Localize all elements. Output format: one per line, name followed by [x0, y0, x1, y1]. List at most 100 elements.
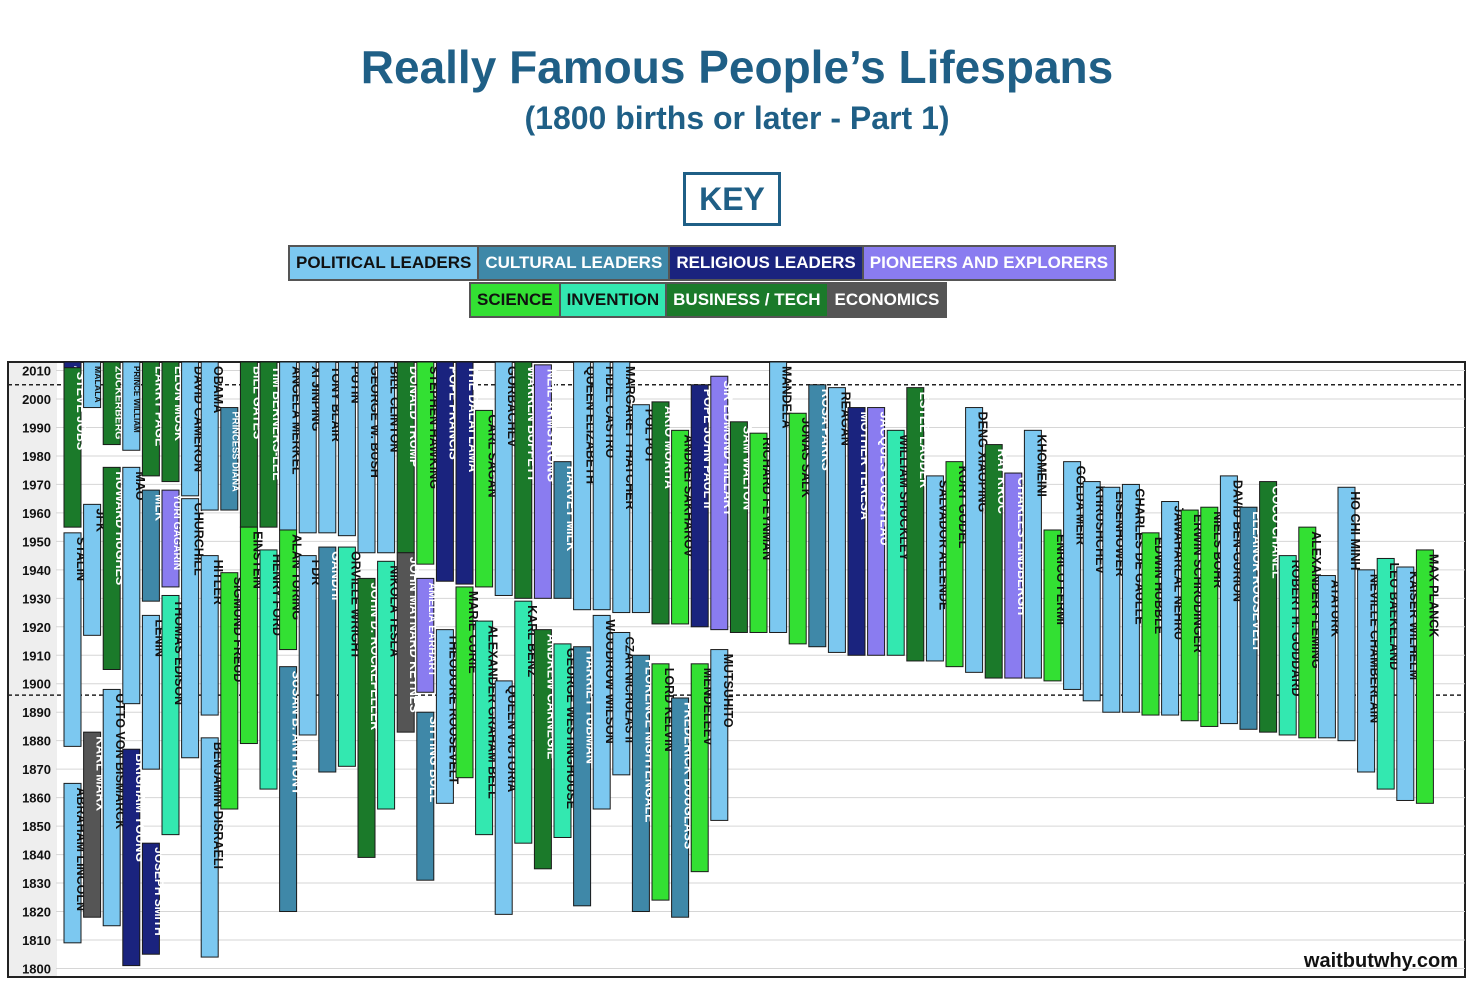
lifespan-bar: [1337, 486, 1356, 742]
lifespan-bar: [553, 643, 572, 838]
lifespan-bar: [259, 549, 278, 790]
lifespan-bar: [435, 629, 454, 804]
lifespan-bar: [1043, 529, 1062, 682]
y-tick-label: 1970: [22, 477, 51, 492]
lifespan-bar: [671, 697, 690, 918]
lifespan-bar: [631, 654, 650, 913]
lifespan-bar: [788, 412, 807, 645]
lifespan-bar: [279, 666, 298, 913]
lifespan-bar: [671, 429, 690, 625]
y-tick-label: 1940: [22, 563, 51, 578]
lifespan-bar: [690, 384, 709, 628]
lifespan-bar: [102, 466, 121, 670]
lifespan-bar: [1082, 481, 1101, 702]
lifespan-bar: [1004, 472, 1023, 679]
lifespan-bar: [690, 663, 709, 873]
lifespan-bar: [416, 711, 435, 881]
lifespan-bar: [1141, 532, 1160, 716]
lifespan-bar: [318, 546, 337, 773]
lifespan-bar: [827, 387, 846, 653]
lifespan-bar: [337, 546, 356, 767]
lifespan-bar: [416, 577, 435, 693]
lifespan-bar: [122, 361, 141, 451]
person-label: ESTEE LAUDER: [917, 392, 931, 489]
chart-title: Really Famous People’s Lifespans: [360, 41, 1114, 93]
y-tick-label: 1820: [22, 905, 51, 920]
lifespan-bar: [533, 629, 552, 870]
y-tick-label: 1920: [22, 620, 51, 635]
y-tick-label: 1850: [22, 819, 51, 834]
lifespan-bar: [141, 489, 160, 602]
y-tick-label: 1980: [22, 449, 51, 464]
legend-science: SCIENCE: [471, 284, 561, 316]
lifespan-bar: [1161, 501, 1180, 716]
lifespan-bar: [925, 475, 944, 662]
lifespan-bar: [475, 620, 494, 836]
lifespan-bar: [494, 361, 513, 596]
lifespan-bar: [357, 361, 376, 554]
lifespan-bar: [141, 614, 160, 770]
lifespan-bar: [1298, 526, 1317, 739]
lifespan-bar: [847, 407, 866, 656]
lifespan-bar: [494, 680, 513, 915]
lifespan-bar: [1063, 461, 1082, 690]
lifespan-bar: [259, 361, 278, 528]
lifespan-bar: [63, 532, 82, 747]
person-label: OBAMA: [211, 366, 225, 413]
lifespan-bar: [710, 649, 729, 821]
lifespan-bar: [181, 361, 200, 497]
lifespan-bar: [592, 614, 611, 810]
lifespan-bar: [1278, 555, 1297, 736]
lifespan-bar: [612, 361, 631, 614]
lifespan-bar: [377, 560, 396, 810]
lifespan-bar: [1239, 506, 1258, 730]
lifespan-bar: [533, 364, 552, 599]
lifespan-bar: [729, 421, 748, 633]
y-tick-label: 1800: [22, 961, 51, 976]
lifespan-bar: [83, 361, 102, 409]
legend-cultural: CULTURAL LEADERS: [479, 247, 671, 279]
y-tick-label: 1870: [22, 762, 51, 777]
lifespan-bar: [102, 361, 121, 446]
lifespan-bar: [377, 361, 396, 554]
person-label: MUTSUHITO: [721, 654, 735, 728]
legend-political: POLITICAL LEADERS: [290, 247, 480, 279]
lifespan-bar: [1415, 549, 1434, 804]
legend-row-bottom: SCIENCE INVENTION BUSINESS / TECH ECONOMICS: [469, 282, 948, 318]
lifespan-bar: [220, 572, 239, 810]
lifespan-bar: [592, 361, 611, 611]
lifespan-bar: [1357, 569, 1376, 773]
legend-religious: RELIGIOUS LEADERS: [670, 247, 864, 279]
lifespan-bar: [475, 409, 494, 588]
year-axis-band: [9, 363, 57, 976]
legend-economics: ECONOMICS: [828, 284, 946, 316]
lifespan-bar: [945, 461, 964, 668]
lifespan-bar: [1376, 557, 1395, 790]
person-label: ZUCKERBERG: [112, 366, 123, 439]
lifespan-bar: [984, 444, 1003, 679]
lifespan-bar: [200, 555, 219, 716]
source-credit: waitbutwhy.com: [1303, 950, 1458, 972]
person-label: BRIGHAM YOUNG: [133, 753, 147, 862]
person-label: KHOMEINI: [1034, 434, 1048, 497]
lifespan-bar: [749, 432, 768, 633]
lifespan-bar: [141, 842, 160, 955]
legend-business: BUSINESS / TECH: [667, 284, 829, 316]
person-label: MALALA: [93, 366, 103, 403]
lifespan-bar: [63, 367, 82, 528]
y-tick-label: 1830: [22, 876, 51, 891]
lifespan-bar: [396, 552, 415, 733]
chart-subtitle: (1800 births or later - Part 1): [524, 100, 950, 136]
lifespan-bar: [514, 600, 533, 844]
legend-pioneers: PIONEERS AND EXPLORERS: [863, 247, 1115, 279]
y-tick-label: 1860: [22, 791, 51, 806]
lifespan-bar: [298, 555, 317, 736]
person-label: NEIL ARMSTRONG: [544, 369, 558, 482]
lifespan-bar: [1200, 506, 1219, 727]
lifespan-bar: [1023, 429, 1042, 679]
lifespan-bar: [102, 688, 121, 927]
lifespan-bar: [200, 361, 219, 511]
lifespan-bar: [122, 466, 141, 705]
lifespan-bar: [161, 489, 180, 588]
y-tick-label: 2010: [22, 364, 51, 379]
